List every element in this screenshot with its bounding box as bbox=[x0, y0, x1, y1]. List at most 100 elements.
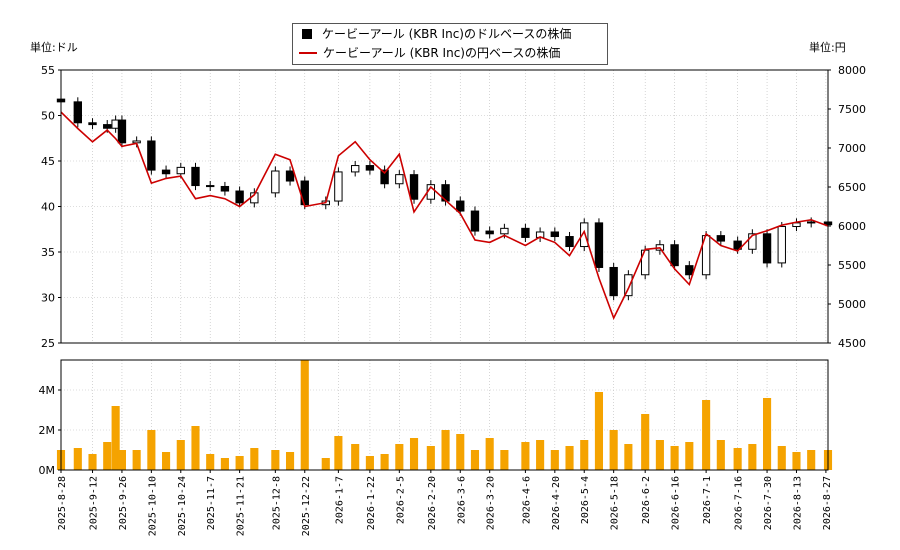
volume-bar bbox=[162, 452, 171, 470]
volume-bar bbox=[748, 444, 757, 470]
usd-candle-body bbox=[73, 101, 82, 124]
usd-candle-body bbox=[456, 200, 465, 212]
volume-bar bbox=[641, 414, 650, 470]
volume-bar bbox=[334, 436, 343, 470]
usd-tick-label: 30 bbox=[41, 292, 55, 305]
volume-bar bbox=[624, 444, 633, 470]
volume-bar bbox=[409, 438, 419, 470]
usd-candle-body bbox=[470, 210, 480, 232]
legend-jpy-swatch bbox=[299, 52, 317, 54]
date-tick-label: 2025-11-7 bbox=[206, 476, 217, 530]
usd-tick-label: 25 bbox=[41, 337, 55, 350]
volume-bar bbox=[88, 454, 97, 470]
jpy-tick-label: 7000 bbox=[838, 142, 866, 155]
date-tick-label: 2026-4-6 bbox=[521, 476, 532, 524]
legend-usd-swatch bbox=[302, 29, 312, 39]
volume-bar bbox=[147, 430, 156, 470]
date-tick-label: 2026-7-1 bbox=[702, 476, 713, 524]
volume-bar bbox=[550, 450, 559, 470]
usd-candle-body bbox=[300, 180, 309, 206]
jpy-tick-label: 6500 bbox=[838, 181, 866, 194]
date-tick-label: 2025-8-28 bbox=[57, 476, 68, 530]
date-tick-label: 2025-12-22 bbox=[301, 476, 312, 536]
usd-tick-label: 40 bbox=[41, 201, 55, 214]
volume-bar bbox=[500, 450, 509, 470]
volume-bar bbox=[716, 440, 725, 470]
usd-candle-body bbox=[117, 119, 127, 144]
date-tick-label: 2026-4-20 bbox=[551, 476, 562, 530]
usd-candle-body bbox=[88, 122, 97, 126]
usd-candles bbox=[56, 94, 833, 301]
usd-candle-body bbox=[521, 227, 530, 238]
usd-candle-body bbox=[485, 230, 494, 235]
usd-candle-body bbox=[762, 233, 772, 264]
usd-candle-body bbox=[395, 174, 404, 185]
usd-candle-body bbox=[409, 174, 419, 200]
volume-tick-label: 2M bbox=[39, 424, 56, 437]
legend-jpy-label: ケービーアール (KBR Inc)の円ベースの株価 bbox=[323, 46, 561, 60]
volume-bar bbox=[655, 440, 664, 470]
date-tick-label: 2025-11-21 bbox=[236, 476, 247, 536]
date-tick-label: 2026-8-27 bbox=[822, 476, 833, 530]
jpy-tick-label: 5500 bbox=[838, 259, 866, 272]
date-axis-ticks: 2025-8-28 2025-9-12 2025-9-26 2025-10-10 202… bbox=[57, 470, 833, 536]
usd-candle-body bbox=[550, 231, 560, 238]
volume-bar bbox=[271, 450, 280, 470]
usd-tick-label: 45 bbox=[41, 155, 55, 168]
jpy-tick-label: 4500 bbox=[838, 337, 866, 350]
usd-candle-body bbox=[624, 274, 633, 297]
volume-bar bbox=[470, 450, 480, 470]
date-tick-label: 2026-7-16 bbox=[734, 476, 745, 530]
volume-bar bbox=[132, 450, 141, 470]
jpy-price-line bbox=[60, 111, 829, 321]
usd-candle-body bbox=[206, 185, 215, 188]
jpy-tick-label: 5000 bbox=[838, 298, 866, 311]
usd-candle-body bbox=[748, 233, 757, 250]
volume-bar bbox=[395, 444, 404, 470]
date-tick-label: 2026-8-13 bbox=[792, 476, 803, 530]
usd-candle-body bbox=[235, 190, 244, 204]
volume-tick-label: 4M bbox=[39, 384, 56, 397]
usd-candle-body bbox=[147, 140, 156, 171]
volume-bar bbox=[456, 434, 465, 470]
volume-bar bbox=[73, 448, 82, 470]
volume-bar bbox=[685, 442, 694, 470]
legend-item-usd: ケービーアール (KBR Inc)のドルベースの株価 bbox=[299, 25, 571, 43]
volume-bar bbox=[380, 454, 389, 470]
date-tick-label: 2026-6-2 bbox=[641, 476, 652, 524]
usd-candle-body bbox=[565, 236, 574, 248]
date-tick-label: 2026-3-20 bbox=[486, 476, 497, 530]
volume-bar bbox=[103, 442, 112, 470]
date-tick-label: 2026-2-5 bbox=[395, 476, 406, 524]
volume-bar bbox=[763, 398, 772, 470]
date-tick-label: 2026-2-20 bbox=[427, 476, 438, 530]
volume-bar bbox=[485, 438, 494, 470]
volume-bar bbox=[521, 442, 530, 470]
jpy-unit-label: 単位:円 bbox=[809, 41, 846, 54]
volume-plot-frame bbox=[60, 359, 829, 471]
volume-bar bbox=[777, 446, 786, 470]
volume-bar bbox=[235, 456, 244, 470]
usd-candle-body bbox=[716, 235, 726, 242]
jpy-tick-label: 6000 bbox=[838, 220, 866, 233]
date-tick-label: 2026-1-22 bbox=[366, 476, 377, 530]
volume-bar bbox=[580, 440, 589, 470]
volume-bar bbox=[594, 392, 604, 470]
volume-bar bbox=[206, 454, 215, 470]
usd-candle-body bbox=[103, 124, 112, 129]
volume-bar bbox=[285, 452, 295, 470]
volume-bar bbox=[321, 458, 330, 470]
volume-bar bbox=[792, 452, 801, 470]
usd-candle-body bbox=[285, 170, 295, 182]
price-grid bbox=[60, 69, 828, 344]
usd-candle-body bbox=[176, 166, 185, 175]
usd-candle-body bbox=[594, 222, 604, 268]
usd-candle-body bbox=[380, 169, 389, 185]
usd-candle-body bbox=[271, 170, 280, 194]
volume-bar bbox=[609, 430, 618, 470]
date-tick-label: 2026-6-16 bbox=[671, 476, 682, 530]
volume-bar bbox=[670, 446, 679, 470]
usd-candle-body bbox=[685, 265, 694, 276]
usd-candle-body bbox=[161, 169, 171, 175]
